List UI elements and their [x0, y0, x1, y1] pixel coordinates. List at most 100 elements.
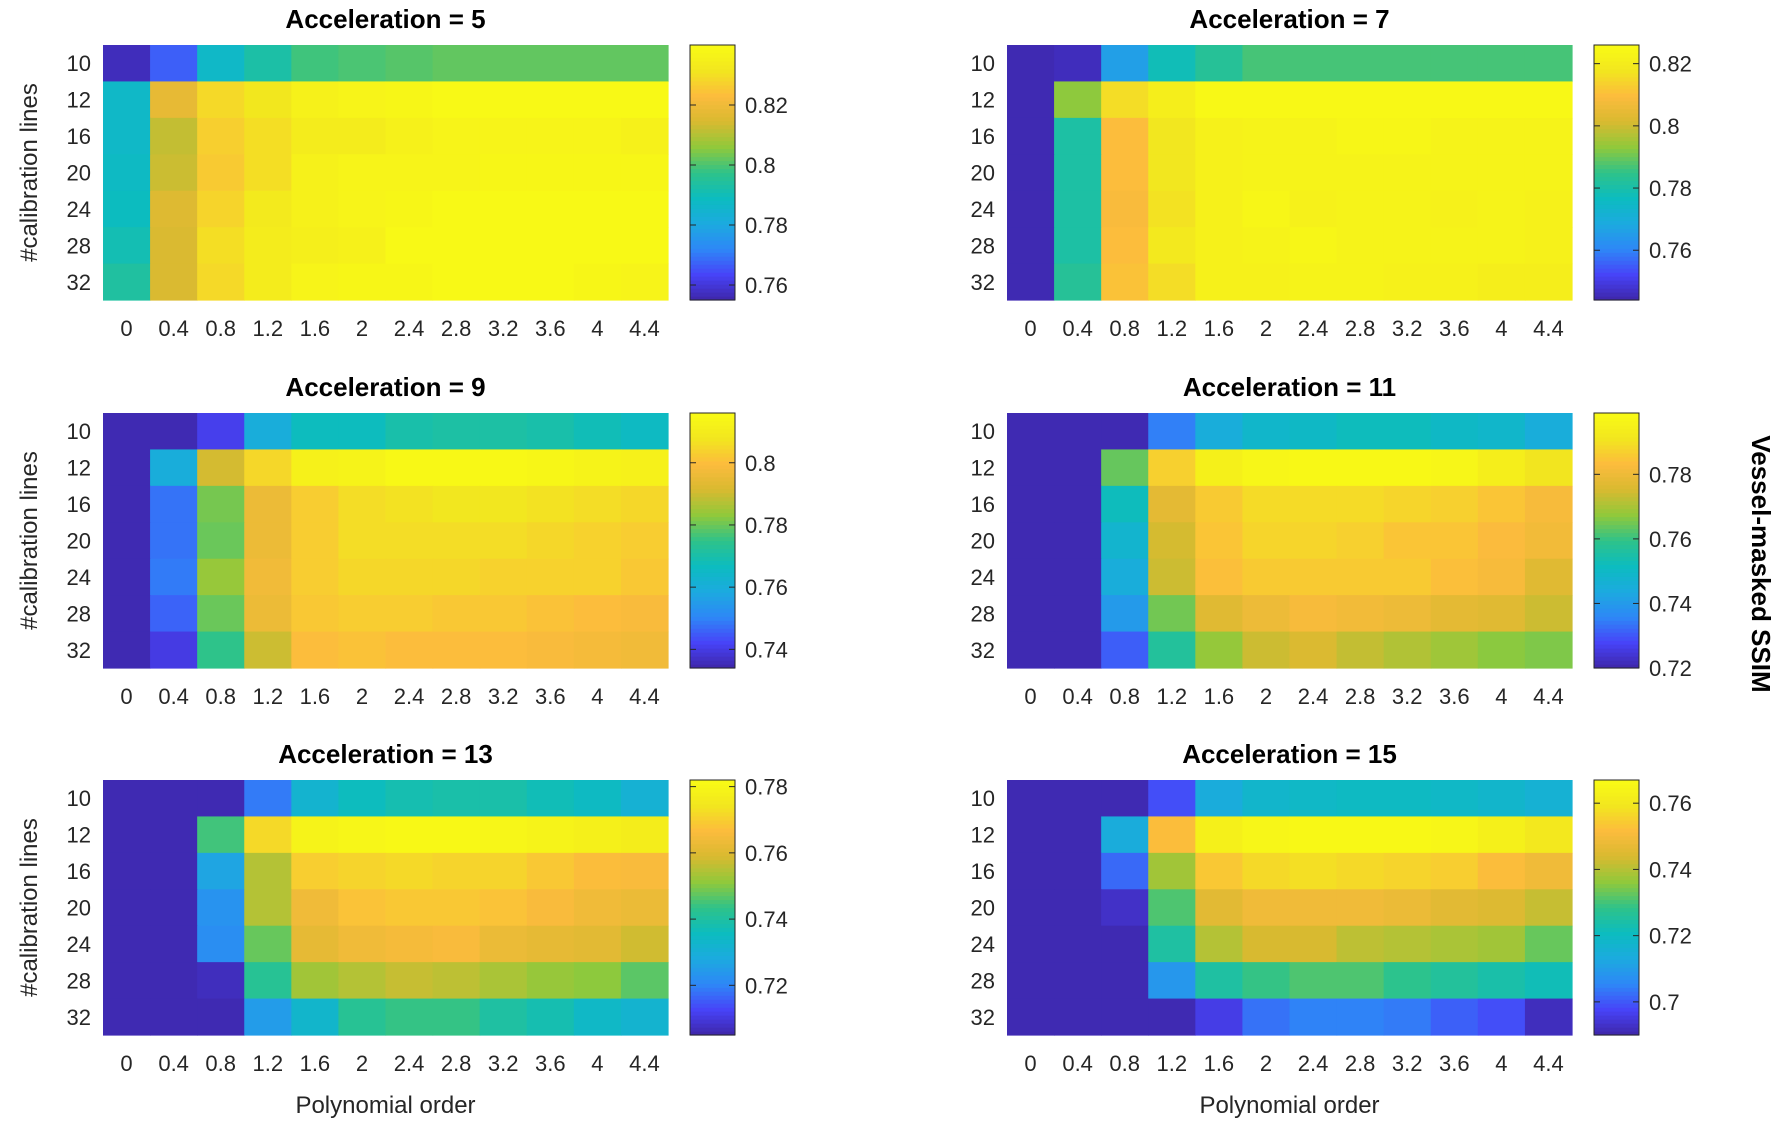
y-tick-label: 32	[67, 270, 91, 295]
colorbar-segment	[690, 64, 735, 70]
colorbar-segment	[690, 875, 735, 881]
heatmap-cell	[1430, 413, 1479, 451]
colorbar-segment	[1594, 931, 1639, 936]
colorbar-segment	[1594, 416, 1639, 422]
heatmap-cell	[1148, 595, 1196, 633]
heatmap-cell	[1336, 45, 1385, 83]
heatmap-cell	[1289, 154, 1338, 192]
x-tick-label: 1.2	[252, 684, 283, 709]
colorbar-segment	[1594, 264, 1639, 269]
heatmap-cell	[1148, 190, 1196, 228]
heatmap-cell	[1289, 889, 1338, 927]
colorbar-segment	[1594, 564, 1639, 569]
colorbar-tick-label: 0.78	[1649, 462, 1692, 487]
heatmap-cell	[1007, 780, 1055, 818]
x-tick-label: 2.8	[1345, 316, 1376, 341]
heatmap-cell	[150, 962, 198, 1000]
heatmap-cell	[338, 780, 387, 818]
heatmap-cell	[479, 45, 528, 83]
x-tick-label: 3.6	[535, 316, 566, 341]
colorbar-segment	[1594, 983, 1639, 988]
colorbar-segment	[690, 148, 735, 154]
colorbar-segment	[690, 244, 735, 249]
colorbar-segment	[690, 596, 735, 601]
colorbar-segment	[690, 624, 735, 629]
heatmap-cell	[432, 485, 481, 523]
colorbar-segment	[690, 863, 735, 869]
colorbar-segment	[690, 560, 735, 565]
colorbar-frame	[689, 779, 736, 1036]
heatmap-cell	[1383, 522, 1432, 560]
heatmap-cell	[1430, 852, 1479, 890]
heatmap-cell	[1242, 925, 1291, 963]
heatmap-cell	[1148, 998, 1196, 1036]
heatmap-cell	[1242, 522, 1291, 560]
colorbar-segment	[690, 264, 735, 269]
colorbar-segment	[1594, 548, 1639, 554]
heatmap-cell	[197, 449, 245, 487]
colorbar-segment	[1594, 1031, 1639, 1036]
heatmap-cell	[1477, 595, 1526, 633]
heatmap-cell	[103, 558, 151, 596]
heatmap-cell	[479, 962, 528, 1000]
heatmap-cell	[338, 816, 387, 854]
heatmap-cell	[1383, 780, 1432, 818]
colorbar-segment	[690, 851, 735, 857]
colorbar-segment	[1594, 52, 1639, 58]
colorbar-segment	[1594, 504, 1639, 510]
heatmap-cell	[573, 558, 622, 596]
y-axis-label: #calibration lines	[16, 83, 43, 262]
heatmap-cell	[526, 962, 575, 1000]
heatmap-cell	[1524, 816, 1573, 854]
x-tick-label: 0.8	[205, 1051, 236, 1076]
y-tick-label: 12	[971, 88, 995, 113]
heatmap-cell	[291, 962, 340, 1000]
heatmap-cell	[1477, 852, 1526, 890]
heatmap-cell	[103, 45, 151, 83]
x-tick-label: 2.8	[441, 684, 472, 709]
colorbar: 0.76 0.78 0.8 0.82	[1593, 44, 1692, 301]
colorbar-segment	[690, 652, 735, 657]
colorbar-segment	[690, 963, 735, 968]
colorbar-segment	[1594, 256, 1639, 261]
colorbar-segment	[1594, 987, 1639, 992]
colorbar-tick-label: 0.72	[1649, 656, 1692, 681]
y-tick-label: 28	[67, 968, 91, 993]
y-tick-label: 10	[971, 419, 995, 444]
heatmap-cell	[244, 413, 292, 451]
heatmap-cell	[432, 449, 481, 487]
heatmap-cell	[1101, 925, 1149, 963]
heatmap-cell	[1289, 962, 1338, 1000]
heatmap-cell	[1477, 413, 1526, 451]
heatmap-cell	[1524, 117, 1573, 155]
panel-title: Acceleration = 13	[278, 739, 493, 769]
colorbar-segment	[690, 124, 735, 130]
heatmap-cell	[432, 413, 481, 451]
heatmap-cell	[1101, 558, 1149, 596]
heatmap-cell	[1336, 816, 1385, 854]
heatmap-cell	[1430, 889, 1479, 927]
heatmap-cell	[1524, 522, 1573, 560]
heatmap-cell	[150, 81, 198, 119]
heatmap-cell	[150, 227, 198, 265]
heatmap-cell	[244, 190, 292, 228]
colorbar-segment	[1594, 520, 1639, 526]
colorbar-side-label: Vessel-masked SSIM	[1746, 435, 1776, 692]
colorbar-frame	[1593, 412, 1640, 669]
colorbar-segment	[690, 228, 735, 233]
colorbar-segment	[690, 68, 735, 74]
heatmap-cell	[150, 413, 198, 451]
colorbar-segment	[690, 983, 735, 988]
colorbar-segment	[690, 192, 735, 197]
heatmap-cell	[385, 558, 434, 596]
colorbar-segment	[1594, 84, 1639, 90]
colorbar-segment	[1594, 112, 1639, 118]
heatmap-cell	[1430, 998, 1479, 1036]
colorbar-segment	[690, 915, 735, 921]
heatmap-cell	[1289, 998, 1338, 1036]
colorbar-segment	[690, 196, 735, 201]
heatmap-cell	[620, 263, 669, 301]
colorbar-segment	[690, 1011, 735, 1016]
colorbar-segment	[1594, 413, 1639, 418]
heatmap-cell	[620, 595, 669, 633]
